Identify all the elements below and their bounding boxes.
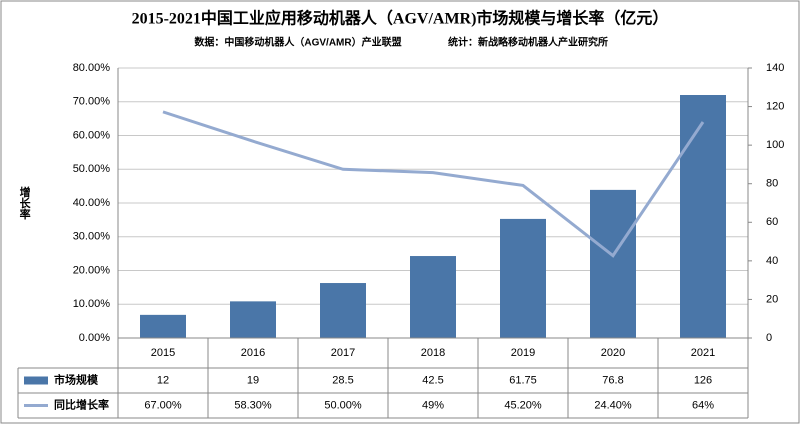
y2-tick-label: 100 (766, 139, 784, 151)
bar (590, 189, 636, 338)
bar (500, 218, 546, 338)
y-tick-label: 0.00% (79, 332, 110, 344)
x-tick-label: 2016 (241, 347, 265, 359)
bar (230, 301, 276, 338)
x-tick-label: 2018 (421, 347, 445, 359)
x-tick-label: 2017 (331, 347, 355, 359)
table-value: 76.8 (602, 374, 623, 386)
y-tick-label: 50.00% (73, 163, 111, 175)
legend-label: 同比增长率 (54, 397, 109, 411)
line (162, 110, 705, 258)
y-tick-label: 70.00% (73, 96, 111, 108)
y-tick-label: 80.00% (73, 62, 111, 74)
table-value: 61.75 (509, 374, 537, 386)
y-axis-label: 增长率 (18, 185, 31, 220)
table-value: 12 (157, 374, 169, 386)
bar (680, 95, 726, 338)
table-value: 28.5 (332, 374, 353, 386)
legend-swatch (24, 376, 48, 385)
chart-title: 2015-2021中国工业应用移动机器人（AGV/AMR)市场规模与增长率（亿元… (132, 9, 669, 28)
y2-tick-label: 120 (766, 100, 784, 112)
table-value: 19 (247, 374, 259, 386)
y2-tick-label: 0 (766, 332, 772, 344)
source: 数据：中国移动机器人（AGV/AMR）产业联盟 (194, 36, 401, 49)
x-tick-label: 2020 (601, 347, 625, 359)
y-tick-label: 20.00% (73, 264, 111, 276)
table-value: 64% (692, 399, 714, 411)
y-tick-label: 30.00% (73, 231, 111, 243)
y-tick-label: 40.00% (73, 197, 111, 209)
y-tick-label: 60.00% (73, 129, 111, 141)
table-value: 42.5 (422, 374, 443, 386)
bar (410, 256, 456, 338)
y2-tick-label: 20 (766, 293, 778, 305)
stat: 统计：新战略移动机器人产业研究所 (448, 36, 608, 49)
x-tick-label: 2015 (151, 347, 175, 359)
y2-tick-label: 80 (766, 178, 778, 190)
table-value: 49% (422, 399, 444, 411)
bar (320, 283, 366, 338)
y2-tick-label: 140 (766, 62, 784, 74)
table-value: 50.00% (324, 399, 362, 411)
y-tick-label: 10.00% (73, 298, 111, 310)
legend-label: 市场规模 (54, 372, 99, 386)
x-tick-label: 2021 (691, 347, 715, 359)
x-tick-label: 2019 (511, 347, 535, 359)
table-value: 67.00% (144, 399, 182, 411)
table-value: 126 (694, 374, 712, 386)
table-value: 45.20% (504, 399, 542, 411)
bar (140, 314, 186, 338)
table-value: 58.30% (234, 399, 272, 411)
y2-tick-label: 40 (766, 255, 778, 267)
table-value: 24.40% (594, 399, 632, 411)
y2-tick-label: 60 (766, 216, 778, 228)
